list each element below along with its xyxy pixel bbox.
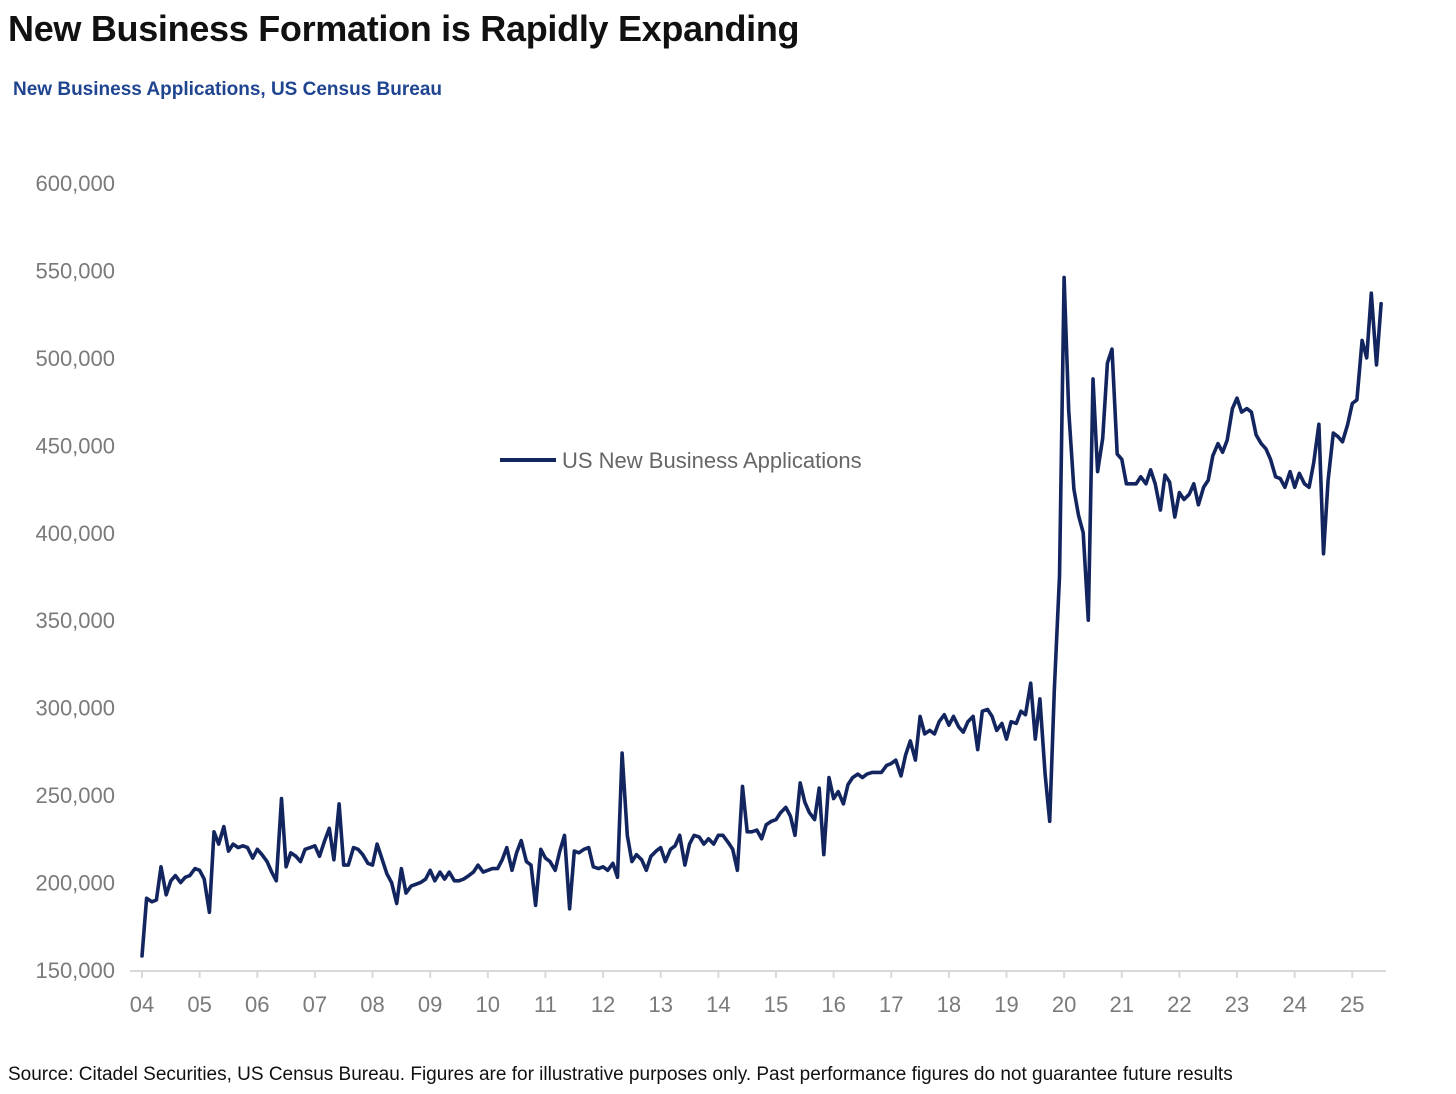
x-tick-label: 19 bbox=[994, 992, 1018, 1017]
x-tick-label: 23 bbox=[1225, 992, 1249, 1017]
legend: US New Business Applications bbox=[500, 448, 862, 473]
x-tick-label: 04 bbox=[130, 992, 154, 1017]
line-chart: 150,000 200,000 250,000 300,000 350,000 400,0… bbox=[35, 171, 1386, 1017]
x-tick-label: 11 bbox=[534, 992, 557, 1017]
x-tick-label: 18 bbox=[937, 992, 961, 1017]
x-tick-label: 15 bbox=[764, 992, 788, 1017]
y-tick-label: 200,000 bbox=[35, 871, 115, 896]
x-axis: 04 05 06 07 08 09 10 11 12 13 14 15 16 17 18 19 20 21 22 23… bbox=[130, 971, 1365, 1017]
source-note: Source: Citadel Securities, US Census Bu… bbox=[8, 1064, 1233, 1085]
y-tick-label: 350,000 bbox=[35, 608, 115, 633]
y-tick-label: 450,000 bbox=[35, 433, 115, 458]
y-axis: 150,000 200,000 250,000 300,000 350,000 400,0… bbox=[35, 171, 115, 983]
x-tick-label: 24 bbox=[1282, 992, 1306, 1017]
x-tick-label: 06 bbox=[245, 992, 269, 1017]
x-tick-label: 21 bbox=[1110, 992, 1134, 1017]
x-tick-label: 17 bbox=[879, 992, 903, 1017]
series-line bbox=[140, 275, 1383, 958]
y-tick-label: 150,000 bbox=[35, 958, 115, 983]
x-tick-label: 10 bbox=[476, 992, 500, 1017]
x-tick-label: 20 bbox=[1052, 992, 1076, 1017]
y-tick-label: 500,000 bbox=[35, 346, 115, 371]
y-tick-label: 600,000 bbox=[35, 171, 115, 196]
chart-title: New Business Formation is Rapidly Expand… bbox=[8, 8, 800, 49]
chart-subtitle: New Business Applications, US Census Bur… bbox=[13, 79, 443, 100]
y-tick-label: 550,000 bbox=[35, 258, 115, 283]
legend-label: US New Business Applications bbox=[562, 448, 862, 473]
y-tick-label: 250,000 bbox=[35, 783, 115, 808]
x-tick-label: 09 bbox=[418, 992, 442, 1017]
x-tick-label: 16 bbox=[821, 992, 845, 1017]
x-tick-label: 12 bbox=[591, 992, 615, 1017]
x-tick-label: 08 bbox=[360, 992, 384, 1017]
x-tick-label: 25 bbox=[1340, 992, 1364, 1017]
x-tick-label: 05 bbox=[187, 992, 211, 1017]
x-tick-label: 13 bbox=[648, 992, 672, 1017]
y-tick-label: 400,000 bbox=[35, 521, 115, 546]
x-tick-label: 07 bbox=[303, 992, 327, 1017]
series-layer bbox=[140, 275, 1383, 958]
y-tick-label: 300,000 bbox=[35, 696, 115, 721]
x-tick-label: 14 bbox=[706, 992, 730, 1017]
x-tick-label: 22 bbox=[1167, 992, 1191, 1017]
